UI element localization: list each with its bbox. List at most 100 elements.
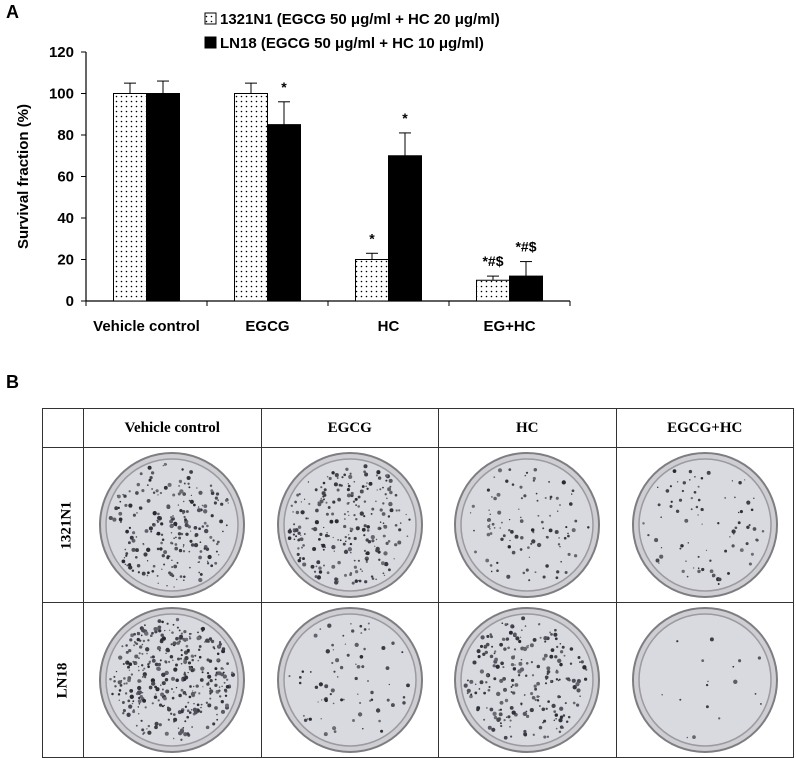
colony-dot bbox=[387, 515, 390, 518]
colony-dot bbox=[184, 518, 188, 522]
colony-dot bbox=[188, 665, 191, 668]
colony-dot bbox=[537, 699, 540, 702]
colony-dot bbox=[339, 665, 344, 670]
colony-dot bbox=[681, 569, 685, 574]
colony-dot bbox=[157, 619, 162, 623]
colony-dot bbox=[182, 727, 185, 729]
colony-dot bbox=[127, 699, 131, 703]
colony-dot bbox=[143, 552, 148, 557]
colony-dot bbox=[324, 698, 328, 703]
colony-dot bbox=[299, 534, 302, 537]
colony-dot bbox=[186, 510, 190, 513]
colony-dot bbox=[567, 552, 571, 556]
colony-dot bbox=[503, 687, 508, 692]
colony-dot bbox=[469, 694, 474, 699]
colony-dot bbox=[402, 701, 406, 705]
colony-dot bbox=[317, 701, 319, 703]
colony-dot bbox=[500, 724, 503, 728]
colony-dot bbox=[157, 699, 161, 702]
colony-dot bbox=[165, 652, 168, 655]
colony-dot bbox=[173, 537, 176, 540]
colony-dot bbox=[310, 564, 315, 569]
colony-dot bbox=[483, 691, 487, 695]
colony-dot bbox=[478, 688, 481, 690]
colony-dot bbox=[387, 568, 391, 572]
colony-dot bbox=[555, 637, 558, 641]
colony-dot bbox=[550, 680, 553, 683]
colony-dot bbox=[156, 574, 159, 577]
colony-dot bbox=[474, 691, 478, 695]
colony-dot bbox=[526, 645, 528, 647]
colony-dot bbox=[221, 709, 226, 714]
colony-dot bbox=[123, 709, 127, 713]
colony-dot bbox=[737, 511, 740, 514]
culture-dish-image bbox=[276, 452, 423, 598]
colony-dot bbox=[573, 701, 576, 705]
colony-dot bbox=[520, 516, 522, 519]
colony-dot bbox=[389, 485, 392, 488]
colony-dot bbox=[399, 522, 402, 524]
colony-dot bbox=[543, 735, 547, 739]
colony-dot bbox=[178, 532, 182, 536]
colony-dot bbox=[328, 476, 332, 481]
colony-dot bbox=[164, 629, 166, 632]
colony-dot bbox=[739, 548, 744, 552]
colony-dot bbox=[207, 703, 212, 708]
colony-dot bbox=[339, 698, 343, 702]
colony-dot bbox=[490, 564, 493, 567]
colony-dot bbox=[179, 509, 183, 513]
colony-dot bbox=[204, 641, 206, 643]
colony-dot bbox=[405, 683, 410, 688]
colony-dot bbox=[161, 640, 164, 643]
colony-dot bbox=[504, 735, 508, 740]
colony-dot bbox=[207, 674, 212, 679]
colony-dot bbox=[551, 703, 556, 709]
colony-dot bbox=[300, 546, 303, 549]
colony-dot bbox=[215, 673, 218, 677]
colony-dot bbox=[507, 646, 511, 650]
colony-dot bbox=[377, 476, 382, 480]
colony-dot bbox=[160, 692, 165, 697]
colony-dot bbox=[546, 666, 551, 671]
colony-dot bbox=[322, 498, 325, 501]
colony-dot bbox=[214, 561, 218, 565]
colony-dot bbox=[582, 665, 587, 670]
colony-dot bbox=[128, 565, 133, 570]
colony-dot bbox=[180, 532, 184, 536]
column-header-vehicle-control: Vehicle control bbox=[83, 408, 262, 448]
colony-dot bbox=[133, 632, 137, 636]
colony-dot bbox=[480, 635, 485, 640]
colony-dot bbox=[560, 650, 564, 654]
colony-dot bbox=[183, 659, 188, 664]
colony-dot bbox=[169, 524, 174, 528]
colony-dot bbox=[587, 526, 590, 529]
colony-dot bbox=[363, 647, 366, 651]
colony-dot bbox=[173, 737, 175, 740]
colony-dot bbox=[514, 664, 516, 666]
colony-dot bbox=[171, 631, 175, 634]
colony-dot bbox=[166, 622, 169, 625]
colony-dot bbox=[204, 528, 209, 534]
colony-dot bbox=[519, 485, 523, 489]
colony-dot bbox=[206, 524, 209, 528]
colony-dot bbox=[354, 579, 358, 583]
colony-dot bbox=[382, 572, 385, 575]
colony-dot bbox=[539, 705, 542, 707]
colony-dot bbox=[172, 623, 175, 626]
colony-dot bbox=[196, 636, 201, 641]
colony-dot bbox=[144, 529, 149, 533]
colony-dot bbox=[195, 684, 200, 688]
colony-dot bbox=[563, 654, 566, 657]
colony-dot bbox=[657, 562, 660, 564]
colony-dot bbox=[205, 638, 210, 643]
colony-dot bbox=[322, 564, 325, 567]
colony-dot bbox=[479, 680, 484, 685]
colony-dot bbox=[127, 665, 131, 669]
colony-dot bbox=[147, 465, 152, 470]
colony-dot bbox=[532, 696, 536, 700]
colony-dot bbox=[186, 732, 190, 736]
colony-dot bbox=[365, 485, 367, 487]
y-tick-label: 120 bbox=[49, 44, 74, 61]
colony-dot bbox=[559, 706, 564, 711]
colony-dot bbox=[520, 548, 523, 551]
